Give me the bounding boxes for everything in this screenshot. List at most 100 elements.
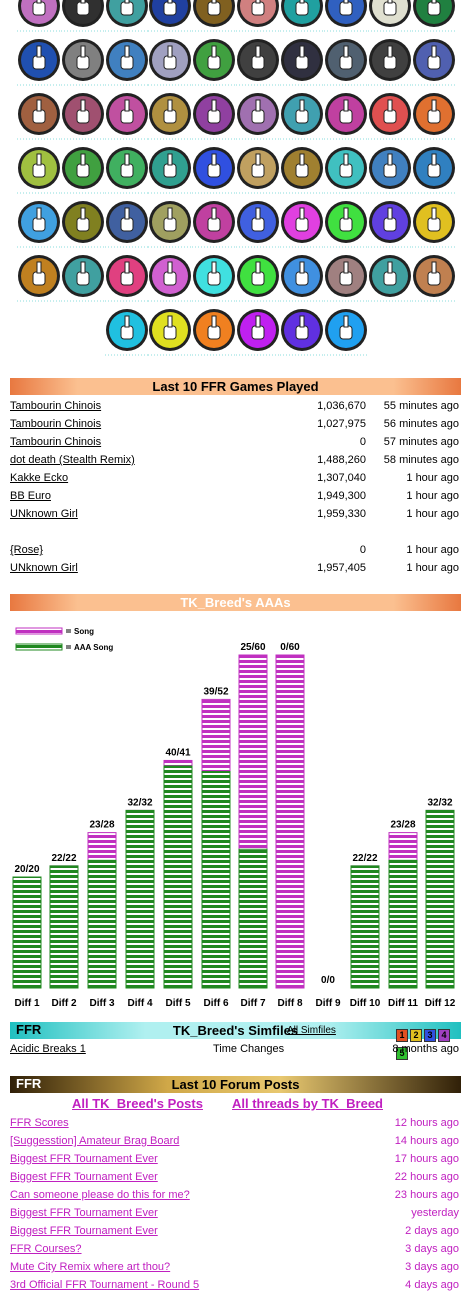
- game-song[interactable]: {Rose}: [10, 544, 44, 556]
- avatar-icon: [18, 93, 60, 135]
- bar: [388, 832, 418, 989]
- icon-finger: [343, 207, 349, 220]
- bar: [49, 865, 79, 989]
- post-title[interactable]: 3rd Official FFR Tournament - Round 5: [10, 1279, 200, 1291]
- forum-title: Last 10 Forum Posts: [171, 1077, 300, 1092]
- post-title[interactable]: Can someone please do this for me?: [10, 1189, 190, 1201]
- avatar-icon: [149, 39, 191, 81]
- post-title[interactable]: Biggest FFR Tournament Ever: [10, 1225, 158, 1237]
- post-title[interactable]: Biggest FFR Tournament Ever: [10, 1153, 158, 1165]
- simfile-name[interactable]: Acidic Breaks 1: [10, 1043, 86, 1055]
- avatar-icon: [237, 39, 279, 81]
- icon-finger: [343, 153, 349, 166]
- post-time: 23 hours ago: [394, 1189, 459, 1201]
- value-label: 40/41: [165, 747, 190, 758]
- icon-hand: [295, 271, 309, 286]
- icon-hand: [76, 271, 90, 286]
- icon-hand: [383, 163, 397, 178]
- icon-finger: [36, 153, 42, 166]
- avatar-icon: [325, 309, 367, 351]
- icon-finger: [167, 261, 173, 274]
- threads-link[interactable]: All threads by TK_Breed: [232, 1096, 383, 1111]
- icon-finger: [299, 0, 305, 4]
- post-time: yesterday: [411, 1207, 459, 1219]
- value-label: 25/60: [240, 642, 265, 653]
- avatar-icon: [281, 93, 323, 135]
- game-score: 0: [359, 436, 366, 448]
- icon-finger: [167, 45, 173, 58]
- post-title[interactable]: Mute City Remix where art thou?: [10, 1261, 171, 1273]
- icon-hand: [383, 271, 397, 286]
- game-time: 1 hour ago: [406, 544, 459, 556]
- game-song[interactable]: Tambourin Chinois: [10, 418, 102, 430]
- forum-header: FFR Last 10 Forum Posts: [10, 1076, 461, 1093]
- icon-hand: [32, 271, 46, 286]
- difficulty-box[interactable]: 1: [396, 1029, 408, 1042]
- avatar-icon: [413, 93, 455, 135]
- icon-hand: [207, 1, 221, 16]
- chart-header: TK_Breed's AAAs: [10, 594, 461, 611]
- icon-hand: [295, 217, 309, 232]
- post-time: 3 days ago: [405, 1261, 459, 1273]
- bar: [201, 771, 231, 989]
- icon-finger: [387, 0, 393, 4]
- avatar-icon: [413, 255, 455, 297]
- post-title[interactable]: FFR Scores: [10, 1117, 69, 1129]
- icon-hand: [207, 325, 221, 340]
- icon-hand: [32, 55, 46, 70]
- icon-finger: [80, 207, 86, 220]
- icon-finger: [211, 261, 217, 274]
- difficulty-box[interactable]: 3: [424, 1029, 436, 1042]
- value-label: 22/22: [352, 853, 377, 864]
- icon-finger: [431, 99, 437, 112]
- icon-hand: [383, 217, 397, 232]
- icon-hand: [339, 271, 353, 286]
- game-song[interactable]: Tambourin Chinois: [10, 436, 102, 448]
- avatar-icon: [237, 201, 279, 243]
- avatar-icon: [149, 201, 191, 243]
- difficulty-box[interactable]: 5: [396, 1047, 408, 1060]
- icon-hand: [295, 325, 309, 340]
- game-song[interactable]: BB Euro: [10, 490, 51, 502]
- post-time: 2 days ago: [405, 1225, 459, 1237]
- game-song[interactable]: Kakke Ecko: [10, 472, 69, 484]
- icon-finger: [124, 261, 130, 274]
- difficulty-box[interactable]: 4: [438, 1029, 450, 1042]
- icon-finger: [387, 207, 393, 220]
- avatar-icon: [149, 255, 191, 297]
- avatar-icon: [413, 0, 455, 27]
- post-title[interactable]: Biggest FFR Tournament Ever: [10, 1207, 158, 1219]
- games-header: Last 10 FFR Games Played: [10, 378, 461, 395]
- icon-finger: [124, 315, 130, 328]
- post-title[interactable]: FFR Courses?: [10, 1243, 82, 1255]
- icon-finger: [124, 153, 130, 166]
- value-label: 0/0: [321, 975, 335, 986]
- icon-finger: [36, 207, 42, 220]
- game-time: 1 hour ago: [406, 562, 459, 574]
- difficulty-box[interactable]: 2: [410, 1029, 422, 1042]
- icon-finger: [387, 45, 393, 58]
- avatar-icon: [369, 201, 411, 243]
- game-song[interactable]: Tambourin Chinois: [10, 400, 102, 412]
- x-tick-label: Diff 6: [204, 998, 229, 1009]
- icon-finger: [255, 261, 261, 274]
- post-title[interactable]: [Suggesstion] Amateur Brag Board: [10, 1135, 180, 1147]
- game-song[interactable]: dot death (Stealth Remix): [10, 454, 135, 466]
- value-label: 0/60: [280, 642, 300, 653]
- posts-link[interactable]: All TK_Breed's Posts: [72, 1096, 203, 1111]
- game-song[interactable]: UNknown Girl: [10, 508, 78, 520]
- chart-title: TK_Breed's AAAs: [180, 595, 291, 610]
- icon-finger: [80, 261, 86, 274]
- icon-finger: [124, 99, 130, 112]
- post-title[interactable]: Biggest FFR Tournament Ever: [10, 1171, 158, 1183]
- legend-swatch: [15, 643, 63, 651]
- game-song[interactable]: UNknown Girl: [10, 562, 78, 574]
- icon-hand: [383, 109, 397, 124]
- icon-finger: [431, 207, 437, 220]
- avatar-icon: [281, 147, 323, 189]
- avatar-icon: [325, 0, 367, 27]
- game-score: 1,307,040: [317, 472, 366, 484]
- all-simfiles-link[interactable]: All Simfiles: [287, 1025, 336, 1036]
- icon-hand: [120, 1, 134, 16]
- icon-finger: [299, 99, 305, 112]
